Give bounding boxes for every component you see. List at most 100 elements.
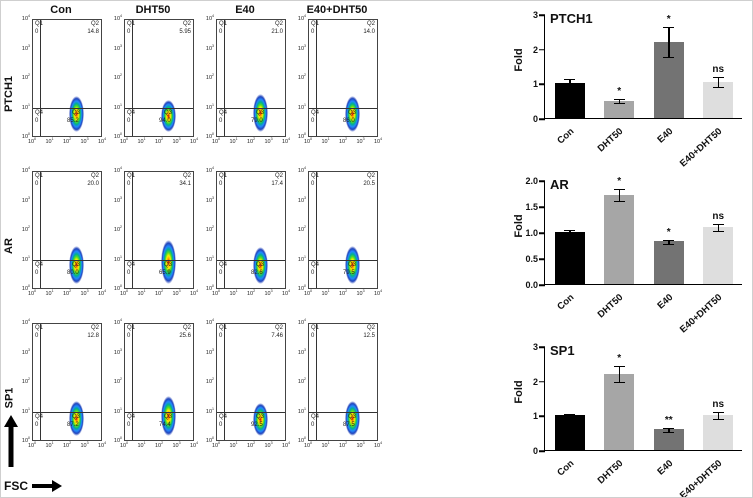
x-axis-labels: Con DHT50 E40 E40+DHT50 (544, 122, 742, 169)
q3-label: Q3 (348, 110, 357, 116)
q3-value: 79.5 (343, 270, 355, 276)
q3-value: 79.0 (251, 118, 263, 124)
flow-plot-area: Q1 0 Q2 20.0 Q4 0 Q3 80.0 (32, 171, 102, 289)
q3-value: 85.2 (67, 118, 79, 124)
plot-area: 0 1 2 3 * * ns (533, 10, 742, 124)
density-blob (69, 96, 84, 132)
significance-label: * (666, 226, 671, 238)
q4-value: 0 (127, 422, 131, 428)
flow-y-ticks: 104 103 102 101 100 (297, 318, 306, 444)
q3-value: 82.6 (251, 270, 263, 276)
q3-label: Q3 (72, 414, 81, 420)
q1-label: Q1 (219, 21, 228, 27)
error-bar (564, 414, 576, 419)
quadrant-gate-horizontal (217, 412, 285, 413)
q4-value: 0 (219, 118, 223, 124)
q2-value: 34.1 (179, 181, 191, 187)
bar-con (554, 232, 585, 284)
y-tick-mark (539, 180, 545, 182)
flow-plot-ar-con: 104 103 102 101 100 Q1 0 Q2 20.0 Q4 0 Q3 80.0 100 101 1… (17, 166, 107, 321)
y-tick-mark (539, 14, 545, 16)
row-label-ptch1: PTCH1 (1, 19, 17, 169)
quadrant-gate-horizontal (125, 108, 193, 109)
q2-value: 5.95 (179, 29, 191, 35)
q4-value: 0 (219, 422, 223, 428)
flow-x-ticks: 100 101 102 103 104 (211, 289, 291, 297)
y-tick-mark (539, 415, 545, 418)
q3-value: 87.2 (67, 422, 79, 428)
flow-x-ticks: 100 101 102 103 104 (119, 137, 199, 145)
flow-plot-ptch1-e40: 104 103 102 101 100 Q1 0 Q2 21.0 Q4 0 Q3 79.0 100 101 1… (201, 14, 290, 169)
flow-y-ticks: 104 103 102 101 100 (113, 14, 122, 140)
q1-value: 0 (311, 181, 315, 187)
flow-plot-area: Q1 0 Q2 17.4 Q4 0 Q3 82.6 (216, 171, 286, 289)
q3-value: 80.0 (67, 270, 79, 276)
flow-y-ticks: 104 103 102 101 100 (113, 318, 122, 444)
flow-y-ticks: 104 103 102 101 100 (297, 166, 306, 292)
fsc-label: FSC (4, 479, 28, 493)
q1-label: Q1 (127, 173, 136, 179)
q2-label: Q2 (366, 173, 375, 179)
significance-label: ** (664, 414, 673, 426)
plot-area: 0 1 2 3 * ** ns (533, 342, 742, 456)
column-header-e40: E40 (235, 4, 255, 16)
y-tick-label: 2.0 (525, 176, 538, 186)
q2-label: Q2 (274, 21, 283, 27)
flow-plot-area: Q1 0 Q2 5.95 Q4 0 Q3 94.0 (124, 19, 194, 137)
flow-y-ticks: 104 103 102 101 100 (21, 318, 30, 444)
y-tick-label: 0 (532, 114, 538, 124)
q4-value: 0 (127, 118, 131, 124)
flow-x-ticks: 100 101 102 103 104 (27, 441, 107, 449)
error-bar (564, 79, 576, 90)
quadrant-gate-vertical (316, 172, 317, 288)
q2-value: 20.5 (363, 181, 375, 187)
significance-label: ns (712, 64, 725, 76)
q4-label: Q4 (35, 110, 44, 116)
y-tick-label: 0.5 (525, 254, 538, 264)
significance-label: ns (712, 399, 725, 411)
flow-x-ticks: 100 101 102 103 104 (211, 441, 291, 449)
flow-x-ticks: 100 101 102 103 104 (27, 289, 107, 297)
q2-value: 20.0 (87, 181, 99, 187)
flow-plot-sp1-dht50: 104 103 102 101 100 Q1 0 Q2 25.6 Q4 0 Q3 74.4 100 101 1… (109, 318, 198, 473)
q2-label: Q2 (90, 325, 99, 331)
q1-label: Q1 (311, 325, 320, 331)
q2-label: Q2 (366, 325, 375, 331)
q3-label: Q3 (256, 262, 265, 268)
q4-value: 0 (35, 422, 39, 428)
flow-y-ticks: 104 103 102 101 100 (297, 14, 306, 140)
q3-label: Q3 (164, 262, 173, 268)
error-bar (663, 239, 675, 245)
y-tick-mark (539, 118, 545, 120)
q3-value: 94.0 (159, 118, 171, 124)
column-header-e40dht50: E40+DHT50 (306, 4, 368, 16)
flow-plot-area: Q1 0 Q2 7.46 Q4 0 Q3 92.5 (216, 323, 286, 441)
q3-label: Q3 (348, 414, 357, 420)
quadrant-gate-horizontal (309, 412, 377, 413)
bar-e40 (653, 241, 684, 284)
q2-value: 12.5 (363, 333, 375, 339)
row-label-text: PTCH1 (3, 75, 15, 113)
q4-label: Q4 (127, 110, 136, 116)
q1-value: 0 (35, 181, 39, 187)
quadrant-gate-vertical (224, 324, 225, 440)
y-tick-mark (539, 346, 545, 348)
flow-x-ticks: 100 101 102 103 104 (27, 137, 107, 145)
row-label-ar: AR (1, 171, 17, 321)
q4-label: Q4 (127, 262, 136, 268)
error-bar (712, 77, 724, 88)
quadrant-gate-vertical (132, 324, 133, 440)
density-blob (161, 99, 176, 132)
quadrant-gate-horizontal (217, 260, 285, 261)
bar-e40 (653, 429, 684, 450)
y-tick-label: 0 (532, 446, 538, 456)
y-tick-mark (539, 83, 545, 86)
right-arrow-icon (32, 480, 62, 492)
q2-value: 12.8 (87, 333, 99, 339)
q2-value: 14.8 (87, 29, 99, 35)
significance-label: ns (712, 210, 725, 222)
q3-label: Q3 (164, 414, 173, 420)
flow-plot-sp1-e40: 104 103 102 101 100 Q1 0 Q2 7.46 Q4 0 Q3 92.5 100 101 1… (201, 318, 291, 473)
q1-value: 0 (311, 333, 315, 339)
q1-label: Q1 (35, 21, 44, 27)
